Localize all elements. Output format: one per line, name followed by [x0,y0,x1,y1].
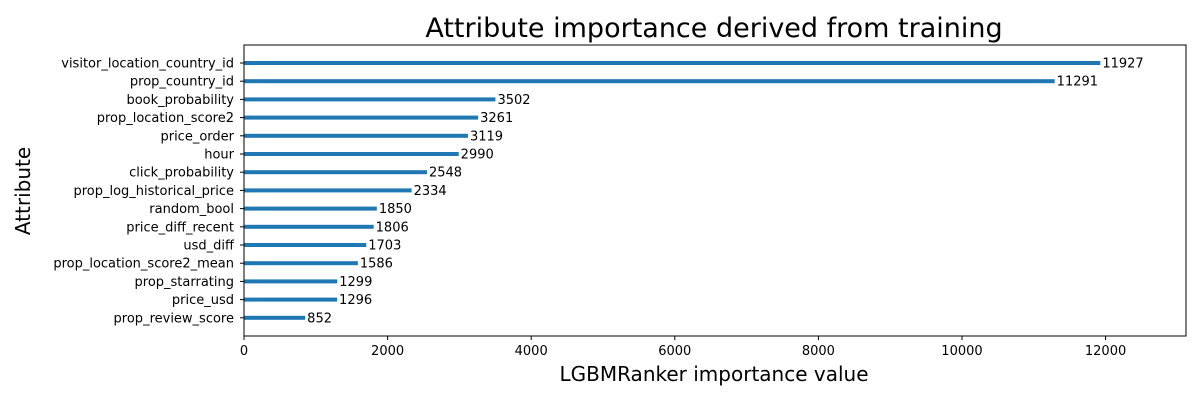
chart-title: Attribute importance derived from traini… [425,13,1002,44]
x-axis-label: LGBMRanker importance value [559,362,868,386]
bar-visitor_location_country_id [244,61,1101,65]
x-tick-label-0: 0 [240,344,248,359]
bar-prop_country_id [244,79,1055,84]
x-axis-ticks: 0 2000 4000 6000 8000 10000 12000 [240,336,1126,359]
y-tick-label-prop_review_score: prop_review_score [114,311,234,326]
data-label-hour: 2990 [461,148,494,163]
bar-click_probability [244,170,427,175]
bar-price_usd [244,297,338,302]
bar-book_probability [244,97,496,102]
data-label-prop_country_id: 11291 [1057,75,1098,90]
data-label-prop_review_score: 852 [307,311,332,326]
y-tick-label-visitor_location_country_id: visitor_location_country_id [61,57,234,72]
y-tick-label-prop_log_historical_price: prop_log_historical_price [73,184,234,199]
bar-hour [244,152,459,156]
y-tick-label-usd_diff: usd_diff [183,239,235,254]
data-label-random_bool: 1850 [379,202,412,217]
bar-prop_log_historical_price [244,188,412,193]
data-label-prop_starrating: 1299 [339,275,372,290]
data-label-book_probability: 3502 [497,93,530,108]
data-label-prop_location_score2_mean: 1586 [360,257,393,272]
y-tick-label-book_probability: book_probability [126,93,234,108]
y-tick-label-prop_country_id: prop_country_id [130,75,234,90]
x-tick-label-4000: 4000 [515,344,548,359]
plot-frame [243,44,1187,337]
y-tick-label-prop_location_score2: prop_location_score2 [97,111,234,126]
bar-prop_location_score2 [244,115,479,120]
bar-price_order [244,133,468,138]
y-tick-label-prop_location_score2_mean: prop_location_score2_mean [53,257,234,272]
y-tick-label-price_usd: price_usd [172,293,234,308]
x-tick-label-6000: 6000 [658,344,691,359]
x-tick-label-2000: 2000 [371,344,404,359]
x-tick-label-8000: 8000 [802,344,835,359]
y-tick-label-random_bool: random_bool [149,202,234,217]
bar-usd_diff [244,243,367,247]
data-label-price_diff_recent: 1806 [376,220,409,235]
y-tick-label-prop_starrating: prop_starrating [135,275,234,290]
bar-prop_starrating [244,279,338,284]
data-label-prop_log_historical_price: 2334 [414,184,447,199]
data-label-visitor_location_country_id: 11927 [1102,57,1143,72]
data-label-prop_location_score2: 3261 [480,111,513,126]
y-axis-ticks: visitor_location_country_id prop_country_… [53,57,244,326]
bar-prop_review_score [244,315,306,320]
y-tick-label-click_probability: click_probability [129,166,234,181]
bar-prop_location_score2_mean [244,261,358,266]
x-tick-label-10000: 10000 [941,344,982,359]
bars-group [244,61,1101,320]
bar-price_diff_recent [244,224,374,229]
x-tick-label-12000: 12000 [1085,344,1126,359]
bar-random_bool [244,206,377,211]
y-tick-label-price_order: price_order [160,129,234,144]
data-label-price_order: 3119 [470,129,503,144]
data-label-price_usd: 1296 [339,293,372,308]
data-label-click_probability: 2548 [429,166,462,181]
data-label-usd_diff: 1703 [368,239,401,254]
y-tick-label-price_diff_recent: price_diff_recent [126,220,234,235]
y-axis-label: Attribute [11,147,35,235]
y-tick-label-hour: hour [204,148,234,163]
